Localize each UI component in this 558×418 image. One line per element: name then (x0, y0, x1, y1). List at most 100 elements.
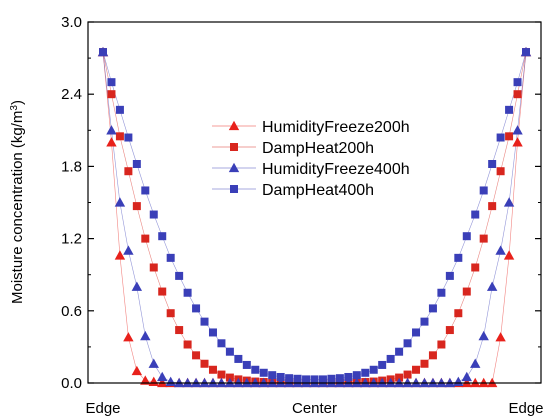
data-point (131, 281, 143, 291)
data-point (165, 376, 176, 386)
data-point (107, 78, 116, 87)
y-tick-label: 1.2 (61, 231, 82, 248)
data-point (505, 132, 514, 141)
data-point (445, 271, 454, 280)
data-point (114, 250, 126, 260)
data-point (157, 371, 168, 382)
data-point (496, 133, 505, 142)
data-point (208, 365, 217, 374)
data-point (148, 376, 159, 386)
data-point (166, 309, 175, 318)
data-point (208, 328, 217, 337)
data-point (175, 271, 184, 280)
data-point (140, 330, 151, 341)
data-point (242, 360, 251, 369)
data-point (183, 340, 192, 349)
data-point (437, 288, 446, 297)
data-point (513, 78, 522, 87)
data-point (106, 137, 117, 147)
data-point (192, 304, 201, 313)
data-point (361, 368, 370, 377)
data-point (175, 326, 184, 335)
data-point (310, 375, 319, 384)
data-point (420, 359, 429, 368)
data-point (225, 347, 234, 356)
data-point (412, 365, 421, 374)
data-point (505, 105, 514, 114)
data-point (488, 202, 497, 211)
data-point (148, 358, 159, 368)
data-point (512, 125, 523, 135)
data-point (225, 373, 234, 382)
data-point (124, 167, 133, 176)
data-point (495, 332, 506, 342)
data-point (395, 347, 404, 356)
data-point (471, 263, 480, 272)
data-point (352, 371, 361, 380)
data-point (217, 339, 226, 348)
data-point (123, 332, 134, 342)
data-point (115, 132, 124, 141)
data-point (437, 340, 446, 349)
data-point (495, 245, 506, 255)
data-point (114, 197, 126, 207)
legend-label: DampHeat400h (262, 182, 374, 199)
series-markers (97, 46, 532, 388)
data-point (503, 250, 515, 260)
data-point (454, 253, 463, 262)
data-point (132, 159, 141, 168)
data-point (132, 202, 141, 211)
data-point (327, 374, 336, 383)
y-tick-label: 2.4 (61, 86, 82, 103)
data-point (412, 328, 421, 337)
data-point (344, 372, 353, 381)
data-point (234, 354, 243, 363)
data-point (445, 326, 454, 335)
data-point (420, 317, 429, 326)
y-tick-label: 3.0 (61, 14, 82, 31)
data-point (453, 376, 464, 386)
data-point (123, 245, 134, 255)
y-axis-ticks: 0.0 0.6 1.2 1.8 2.4 3.0 (61, 14, 541, 392)
data-point (251, 365, 260, 374)
y-tick-label: 0.0 (61, 375, 82, 392)
data-point (158, 287, 167, 296)
legend-marker (228, 120, 240, 131)
data-point (131, 365, 143, 376)
legend-label: HumidityFreeze400h (262, 161, 410, 178)
data-point (462, 232, 471, 241)
legend-label: HumidityFreeze200h (262, 119, 410, 136)
x-tick-label: Center (292, 400, 337, 417)
data-point (276, 372, 285, 381)
data-point (335, 374, 344, 383)
y-tick-label: 0.6 (61, 303, 82, 320)
data-point (479, 186, 488, 195)
data-point (470, 358, 481, 368)
data-point (217, 370, 226, 379)
data-point (200, 317, 209, 326)
data-point (522, 48, 530, 57)
data-point (285, 374, 294, 383)
data-point (462, 287, 471, 296)
legend-marker (230, 143, 238, 151)
data-point (149, 263, 158, 272)
data-point (513, 90, 522, 99)
x-axis-ticks: Edge Center Edge (85, 400, 543, 417)
x-tick-label: Edge (85, 400, 120, 417)
data-point (496, 167, 505, 176)
data-point (106, 125, 117, 135)
data-point (454, 309, 463, 318)
data-point (461, 371, 472, 382)
data-point (115, 105, 124, 114)
data-point (488, 159, 497, 168)
data-point (369, 365, 378, 374)
data-point (166, 253, 175, 262)
legend-marker (230, 185, 238, 193)
data-point (183, 288, 192, 297)
data-point (486, 281, 498, 291)
data-point (428, 304, 437, 313)
data-point (403, 370, 412, 379)
data-point (149, 210, 158, 219)
